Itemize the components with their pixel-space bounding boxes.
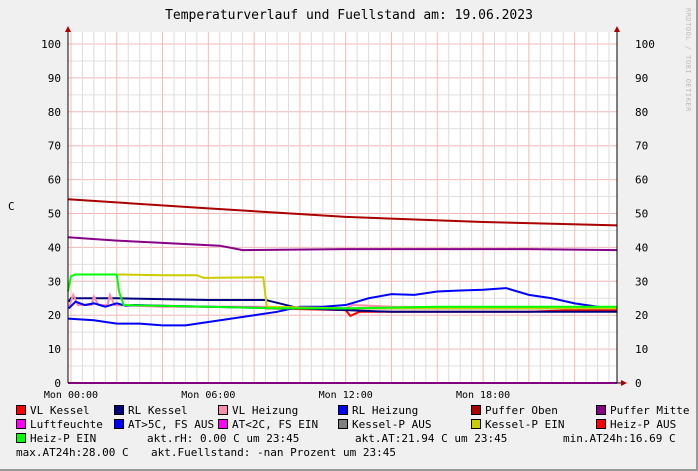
legend-label: Heiz-P AUS [610,418,677,431]
footer-stat: max.AT24h:28.00 C [16,446,129,459]
legend-swatch [114,419,124,429]
y-tick-right: 100 [635,38,655,51]
legend-swatch [16,433,26,443]
legend-item: VL Kessel [16,404,90,418]
legend-swatch [471,405,481,415]
y-tick-right: 50 [635,208,648,221]
x-tick: Mon 06:00 [181,390,235,400]
y-tick-right: 0 [635,377,642,390]
y-tick-left: 80 [48,106,61,119]
legend-swatch [338,419,348,429]
y-tick-right: 60 [635,174,648,187]
legend-label: VL Kessel [30,404,90,417]
x-tick: Mon 00:00 [44,390,98,400]
legend-label: RL Heizung [352,404,419,417]
legend-label: Heiz-P EIN [30,432,97,445]
y-tick-right: 70 [635,140,648,153]
y-tick-right: 40 [635,241,648,254]
legend-item: Kessel-P AUS [338,418,431,432]
x-tick: Mon 12:00 [319,390,373,400]
footer-stat: min.AT24h:16.69 C [563,432,676,445]
legend-item: Luftfeuchte [16,418,103,432]
y-axis-label: C [8,200,15,213]
y-tick-left: 100 [41,38,61,51]
y-tick-left: 30 [48,275,61,288]
y-tick-right: 20 [635,309,648,322]
watermark: RRDTOOL / TOBI OETIKER [684,8,692,112]
series-line-heiz-p-ein [67,273,617,310]
y-tick-left: 10 [48,343,61,356]
y-tick-left: 0 [54,377,61,390]
legend-item: Puffer Oben [471,404,558,418]
legend-swatch [114,405,124,415]
legend-item: VL Heizung [218,404,298,418]
legend-item: AT>5C, FS AUS [114,418,214,432]
legend-swatch [16,405,26,415]
legend-item: Heiz-P EIN [16,432,96,446]
y-tick-left: 50 [48,208,61,221]
legend-label: Puffer Mitte [610,404,690,417]
y-tick-right: 80 [635,106,648,119]
legend-label: AT>5C, FS AUS [128,418,215,431]
x-tick: Mon 18:00 [456,390,510,400]
legend-item: AT<2C, FS EIN [218,418,318,432]
legend-swatch [596,405,606,415]
y-tick-left: 40 [48,241,61,254]
plot-background [68,32,617,383]
y-tick-right: 90 [635,72,648,85]
legend-item: RL Kessel [114,404,188,418]
legend-label: Puffer Oben [485,404,558,417]
legend-swatch [471,419,481,429]
legend-swatch [218,419,228,429]
x-axis-arrow [621,380,627,386]
footer-stat: akt.rH: 0.00 C um 23:45 [147,432,300,445]
y-tick-left: 20 [48,309,61,322]
legend-label: Luftfeuchte [30,418,103,431]
y-axis-arrow [65,26,71,32]
legend-item: Puffer Mitte [596,404,689,418]
y-tick-left: 60 [48,174,61,187]
legend-swatch [218,405,228,415]
y-tick-left: 70 [48,140,61,153]
legend-label: Kessel-P AUS [352,418,432,431]
legend-item: Kessel-P EIN [471,418,564,432]
legend-item: Heiz-P AUS [596,418,676,432]
chart-title: Temperaturverlauf und Fuellstand am: 19.… [165,8,533,23]
y-tick-right: 10 [635,343,648,356]
footer-stat: akt.Fuellstand: -nan Prozent um 23:45 [151,446,397,459]
legend-label: AT<2C, FS EIN [232,418,319,431]
legend-label: VL Heizung [232,404,299,417]
series-line-at-5c-fs-aus [67,287,618,327]
plot: 0 0 10 10 20 20 30 30 40 40 50 50 60 60 70 70 80 80 90 90 10… [41,26,655,400]
legend-swatch [16,419,26,429]
legend-label: RL Kessel [128,404,188,417]
legend-item: RL Heizung [338,404,418,418]
legend-swatch [596,419,606,429]
y-tick-right: 30 [635,275,648,288]
series-line-puffer-mitte [67,236,618,252]
legend-swatch [338,405,348,415]
y-axis-arrow-right [614,26,620,32]
y-tick-left: 90 [48,72,61,85]
legend-label: Kessel-P EIN [485,418,565,431]
footer-stat: akt.AT:21.94 C um 23:45 [355,432,508,445]
series-line-puffer-oben [67,198,618,227]
